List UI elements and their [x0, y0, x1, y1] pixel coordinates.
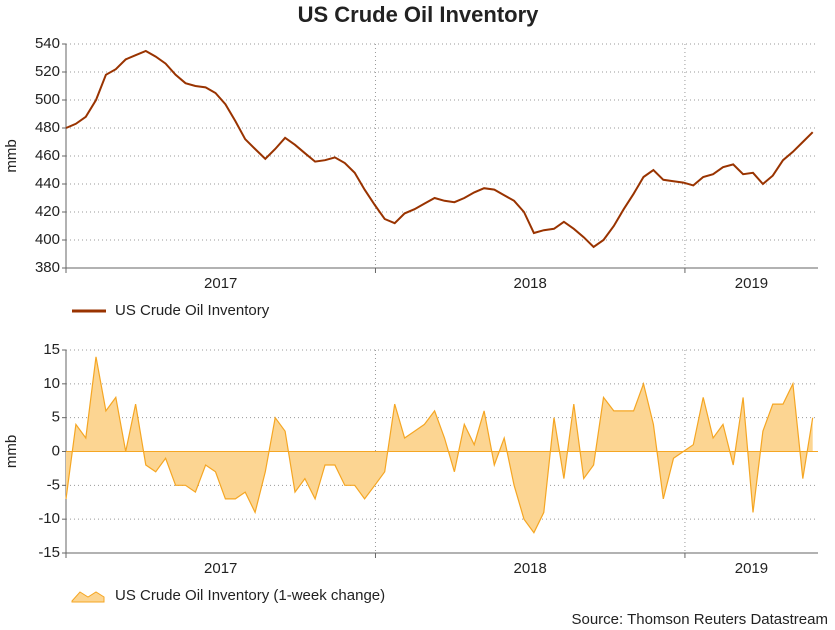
- y-tick-label: -15: [38, 544, 60, 561]
- x-tick-label: 2017: [204, 560, 237, 577]
- y-tick-label: 0: [52, 442, 60, 459]
- x-tick-label: 2018: [514, 275, 547, 292]
- y-tick-label: 10: [43, 375, 60, 392]
- y-axis-label: mmb: [3, 139, 20, 172]
- area-fill: [66, 356, 813, 533]
- area-line: [65, 356, 814, 534]
- y-tick-label: 380: [35, 259, 60, 276]
- y-tick-label: 420: [35, 203, 60, 220]
- y-tick-label: 15: [43, 341, 60, 358]
- line: [65, 49, 814, 249]
- x-tick-label: 2017: [204, 275, 237, 292]
- y-tick-label: 460: [35, 147, 60, 164]
- legend-swatch: [71, 591, 105, 603]
- y-tick-label: 480: [35, 119, 60, 136]
- y-tick-label: 500: [35, 91, 60, 108]
- y-tick-label: -10: [38, 510, 60, 527]
- y-tick-label: 540: [35, 35, 60, 52]
- x-tick-label: 2019: [735, 275, 768, 292]
- legend-label: US Crude Oil Inventory: [115, 302, 270, 319]
- y-axis-label: mmb: [3, 435, 20, 468]
- y-tick-label: 400: [35, 231, 60, 248]
- chart-title: US Crude Oil Inventory: [298, 2, 540, 27]
- y-tick-label: -5: [47, 476, 60, 493]
- x-tick-label: 2019: [735, 560, 768, 577]
- y-tick-label: 520: [35, 63, 60, 80]
- y-tick-label: 440: [35, 175, 60, 192]
- source-note: Source: Thomson Reuters Datastream: [571, 611, 828, 628]
- y-tick-label: 5: [52, 409, 60, 426]
- legend-label: US Crude Oil Inventory (1-week change): [115, 587, 385, 604]
- x-tick-label: 2018: [514, 560, 547, 577]
